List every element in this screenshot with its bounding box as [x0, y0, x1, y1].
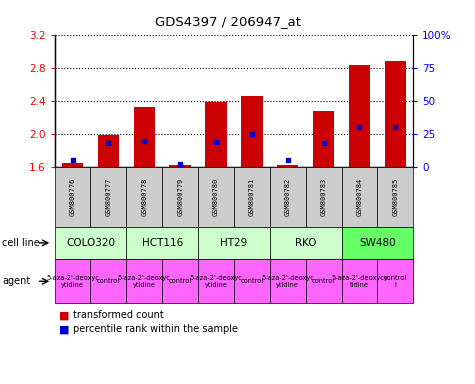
- Text: GSM800780: GSM800780: [213, 178, 219, 216]
- Text: RKO: RKO: [295, 238, 316, 248]
- Text: ■: ■: [59, 324, 70, 334]
- Text: control
l: control l: [384, 275, 407, 288]
- Text: 5-aza-2'-deoxyc
ytidine: 5-aza-2'-deoxyc ytidine: [118, 275, 171, 288]
- Text: 5-aza-2'-deoxycy
tidine: 5-aza-2'-deoxycy tidine: [331, 275, 388, 288]
- Text: GSM800782: GSM800782: [285, 178, 291, 216]
- Text: control: control: [312, 278, 335, 284]
- Bar: [170, 165, 191, 167]
- Text: control: control: [169, 278, 192, 284]
- Bar: [133, 108, 155, 167]
- Bar: [313, 111, 334, 167]
- Text: transformed count: transformed count: [73, 310, 163, 320]
- Text: GSM800777: GSM800777: [105, 178, 112, 216]
- Text: GSM800784: GSM800784: [356, 178, 362, 216]
- Text: GDS4397 / 206947_at: GDS4397 / 206947_at: [155, 15, 301, 28]
- Bar: [205, 103, 227, 167]
- Bar: [98, 135, 119, 167]
- Text: GSM800785: GSM800785: [392, 178, 399, 216]
- Text: 5-aza-2'-deoxyc
ytidine: 5-aza-2'-deoxyc ytidine: [261, 275, 314, 288]
- Text: percentile rank within the sample: percentile rank within the sample: [73, 324, 238, 334]
- Bar: [241, 96, 263, 167]
- Text: cell line: cell line: [2, 238, 40, 248]
- Text: GSM800783: GSM800783: [321, 178, 327, 216]
- Text: HCT116: HCT116: [142, 238, 183, 248]
- Text: GSM800781: GSM800781: [249, 178, 255, 216]
- Text: agent: agent: [2, 276, 30, 286]
- Text: ■: ■: [59, 310, 70, 320]
- Text: GSM800779: GSM800779: [177, 178, 183, 216]
- Text: 5-aza-2'-deoxyc
ytidine: 5-aza-2'-deoxyc ytidine: [190, 275, 242, 288]
- Bar: [62, 163, 83, 167]
- Bar: [385, 61, 406, 167]
- Text: control: control: [97, 278, 120, 284]
- Bar: [277, 165, 298, 167]
- Text: SW480: SW480: [359, 238, 396, 248]
- Text: COLO320: COLO320: [66, 238, 115, 248]
- Text: control: control: [240, 278, 264, 284]
- Text: GSM800776: GSM800776: [69, 178, 76, 216]
- Bar: [349, 65, 370, 167]
- Text: GSM800778: GSM800778: [141, 178, 147, 216]
- Text: 5-aza-2'-deoxyc
ytidine: 5-aza-2'-deoxyc ytidine: [46, 275, 99, 288]
- Text: HT29: HT29: [220, 238, 247, 248]
